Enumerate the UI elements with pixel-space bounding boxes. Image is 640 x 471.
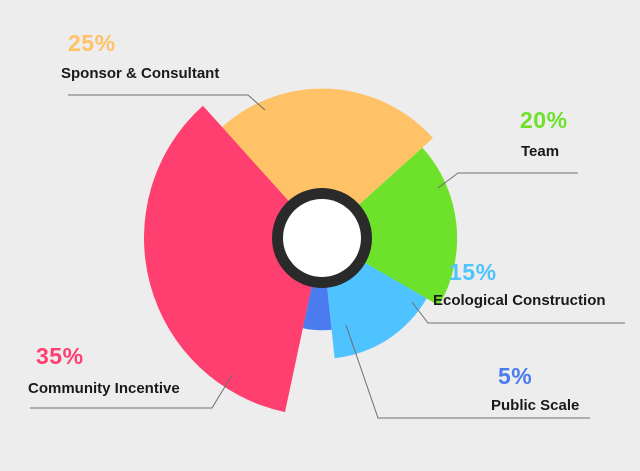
leader-line-sponsor [68, 94, 266, 111]
slice-label-ecological: Ecological Construction [433, 292, 606, 309]
slice-percent-public: 5% [498, 363, 532, 389]
slice-percent-team: 20% [520, 107, 568, 133]
slice-label-sponsor: Sponsor & Consultant [61, 65, 219, 82]
leader-lines [30, 94, 625, 419]
pie-slices [143, 88, 458, 413]
slice-percent-sponsor: 25% [68, 30, 116, 56]
slice-percent-ecological: 15% [449, 259, 497, 285]
slice-label-public: Public Scale [491, 397, 579, 414]
leader-line-public [345, 324, 590, 419]
pie-slice-team [322, 147, 458, 306]
leader-line-ecological [411, 301, 625, 324]
slice-label-team: Team [521, 143, 559, 160]
pie-slice-community [143, 105, 322, 413]
pie-slice-sponsor [222, 88, 433, 238]
center-hole [272, 188, 372, 288]
leader-line-community [30, 374, 233, 409]
leader-line-team [437, 172, 578, 189]
slice-label-community: Community Incentive [28, 380, 180, 397]
slice-percent-community: 35% [36, 343, 84, 369]
slice-labels: 25% Sponsor & Consultant 20% Team 15% Ec… [28, 30, 606, 414]
